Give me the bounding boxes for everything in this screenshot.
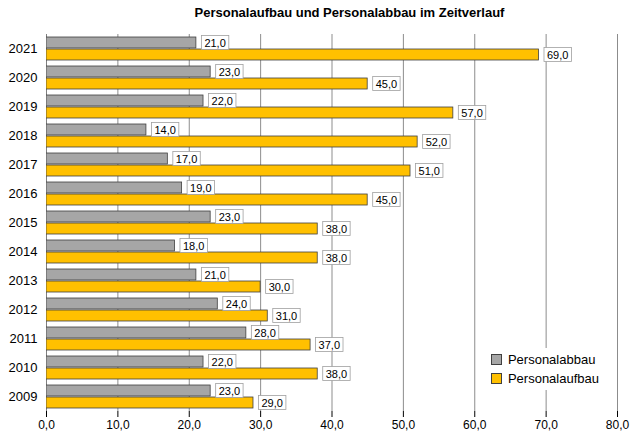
svg-text:2012: 2012	[9, 302, 38, 317]
html-text:Personalaufbau: Personalaufbau	[507, 371, 599, 386]
svg-text:24,0: 24,0	[226, 298, 247, 310]
svg-text:2010: 2010	[9, 360, 38, 375]
svg-text:2014: 2014	[9, 244, 38, 259]
svg-text:20,0: 20,0	[178, 418, 202, 432]
html-text:Personalaufbau und Personalabb: Personalaufbau und Personalabbau im Zeit…	[194, 5, 505, 20]
svg-text:0,0: 0,0	[38, 418, 55, 432]
svg-text:51,0: 51,0	[419, 165, 440, 177]
svg-text:23,0: 23,0	[219, 211, 240, 223]
svg-text:57,0: 57,0	[461, 107, 482, 119]
svg-text:21,0: 21,0	[204, 37, 225, 49]
svg-text:17,0: 17,0	[176, 153, 197, 165]
svg-text:10,0: 10,0	[106, 418, 130, 432]
svg-text:37,0: 37,0	[319, 339, 340, 351]
svg-text:80,0: 80,0	[606, 418, 630, 432]
svg-text:40,0: 40,0	[320, 418, 344, 432]
svg-text:2013: 2013	[9, 273, 38, 288]
svg-text:60,0: 60,0	[463, 418, 487, 432]
svg-text:45,0: 45,0	[376, 78, 397, 90]
svg-text:2018: 2018	[9, 128, 38, 143]
svg-text:2020: 2020	[9, 70, 38, 85]
svg-text:45,0: 45,0	[376, 194, 397, 206]
svg-text:2017: 2017	[9, 157, 38, 172]
svg-text:23,0: 23,0	[219, 385, 240, 397]
svg-text:38,0: 38,0	[326, 368, 347, 380]
html-text:Personalabbau: Personalabbau	[507, 352, 596, 367]
svg-text:50,0: 50,0	[392, 418, 416, 432]
svg-text:22,0: 22,0	[212, 356, 233, 368]
svg-text:2011: 2011	[10, 331, 38, 346]
svg-text:38,0: 38,0	[326, 252, 347, 264]
svg-text:18,0: 18,0	[183, 240, 204, 252]
svg-text:23,0: 23,0	[219, 66, 240, 78]
svg-text:2021: 2021	[9, 41, 38, 56]
svg-text:38,0: 38,0	[326, 223, 347, 235]
svg-text:52,0: 52,0	[426, 136, 447, 148]
svg-text:30,0: 30,0	[269, 281, 290, 293]
svg-text:21,0: 21,0	[204, 269, 225, 281]
svg-text:28,0: 28,0	[254, 327, 275, 339]
svg-text:69,0: 69,0	[547, 49, 568, 61]
svg-text:29,0: 29,0	[261, 397, 282, 409]
svg-text:19,0: 19,0	[190, 182, 211, 194]
svg-text:70,0: 70,0	[534, 418, 558, 432]
svg-text:2019: 2019	[9, 99, 38, 114]
svg-text:30,0: 30,0	[249, 418, 273, 432]
svg-text:31,0: 31,0	[276, 310, 297, 322]
svg-text:14,0: 14,0	[154, 124, 175, 136]
svg-text:2016: 2016	[9, 186, 38, 201]
svg-text:2015: 2015	[9, 215, 38, 230]
svg-text:2009: 2009	[9, 389, 38, 404]
svg-text:22,0: 22,0	[212, 95, 233, 107]
